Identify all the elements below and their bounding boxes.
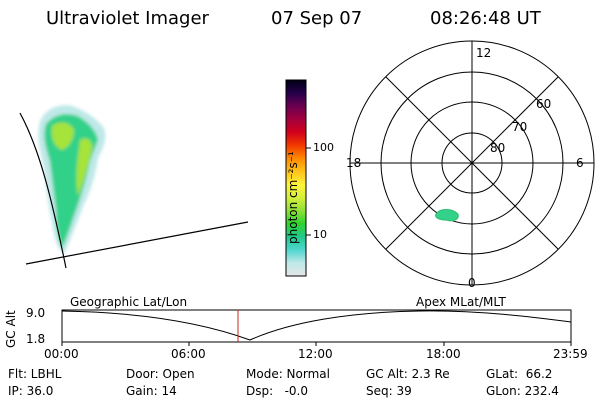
info-glon: GLon: 232.4 — [486, 384, 559, 398]
polar-plot — [349, 40, 595, 286]
x-tick-label-2: 12:00 — [298, 347, 333, 361]
colorbar-label-100: 100 — [313, 141, 334, 154]
mlt-label-6: 6 — [576, 156, 584, 170]
date-label: 07 Sep 07 — [271, 8, 363, 29]
terminator-meridian-line — [19, 112, 67, 269]
info-door: Door: Open — [126, 367, 195, 381]
aurora-emission — [38, 105, 106, 254]
latitude-line — [25, 221, 249, 265]
x-tick-label-0: 00:00 — [44, 347, 79, 361]
info-gain: Gain: 14 — [126, 384, 177, 398]
x-tick-label-3: 18:00 — [426, 347, 461, 361]
colorbar-label-10: 10 — [313, 228, 327, 241]
polar-aurora-blob — [435, 209, 459, 222]
x-tick-label-4: 23:59 — [553, 347, 588, 361]
timeline-y-label: GC Alt — [4, 310, 18, 348]
colorbar — [285, 79, 311, 277]
info-glat: GLat: 66.2 — [486, 367, 553, 381]
polar-diagonal-2 — [385, 76, 559, 250]
colorbar-unit-label: photon cm⁻²s⁻¹ — [286, 151, 300, 244]
geographic-image-panel — [19, 105, 249, 269]
info-dsp: Dsp: -0.0 — [246, 384, 309, 398]
timeline-right-title: Apex MLat/MLT — [416, 295, 506, 309]
mlt-label-0: 0 — [468, 276, 476, 290]
mlt-label-18: 18 — [346, 156, 362, 170]
lat-label-80: 80 — [490, 141, 506, 155]
info-mode: Mode: Normal — [246, 367, 330, 381]
info-seq: Seq: 39 — [366, 384, 412, 398]
timeline-y-tick-bottom: 1.8 — [26, 332, 46, 346]
app-title: Ultraviolet Imager — [46, 8, 209, 29]
timeline-y-tick-top: 9.0 — [26, 306, 46, 320]
altitude-curve — [61, 310, 572, 341]
mlt-label-12: 12 — [476, 46, 492, 60]
info-filter: Flt: LBHL — [8, 367, 62, 381]
time-label: 08:26:48 UT — [430, 8, 541, 29]
info-ip: IP: 36.0 — [8, 384, 54, 398]
timeline-left-title: Geographic Lat/Lon — [70, 295, 188, 309]
x-tick-label-1: 06:00 — [171, 347, 206, 361]
timeline-panel — [61, 309, 572, 346]
lat-label-60: 60 — [536, 97, 552, 111]
timeline-frame — [61, 309, 572, 343]
colorbar-gradient — [285, 79, 307, 277]
info-gc-alt: GC Alt: 2.3 Re — [366, 367, 450, 381]
lat-label-70: 70 — [512, 120, 528, 134]
